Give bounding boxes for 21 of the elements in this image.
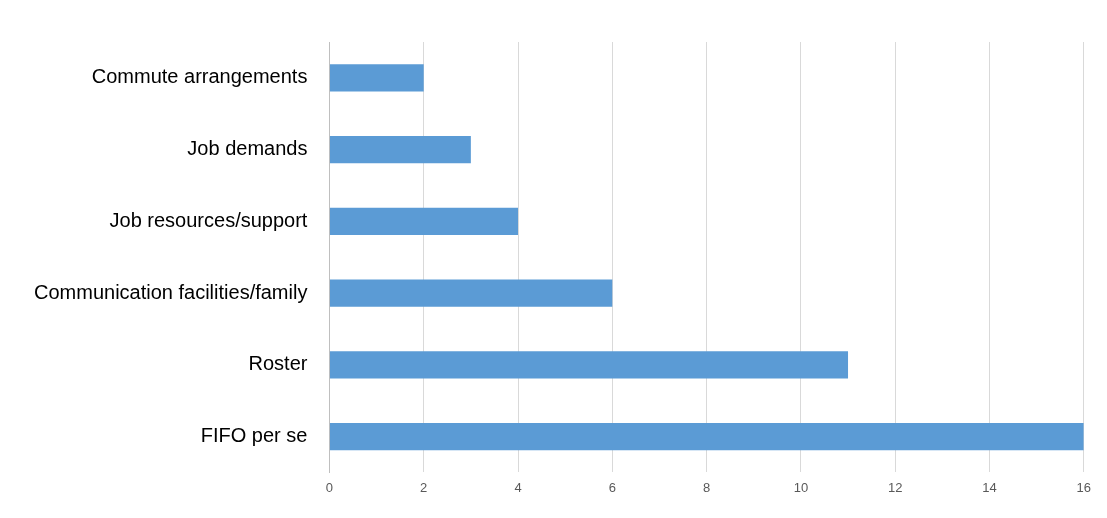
x-tick-label: 4 <box>514 479 522 495</box>
bar <box>329 207 519 235</box>
bar <box>329 351 849 379</box>
x-tick-label: 12 <box>887 479 903 495</box>
x-tick-label: 6 <box>608 479 616 495</box>
x-tick-label: 16 <box>1076 479 1091 495</box>
y-tick-label: Commute arrangements <box>91 65 308 88</box>
y-tick-label: Job demands <box>187 137 308 160</box>
y-tick-label: FIFO per se <box>200 424 308 447</box>
x-tick-label: 10 <box>793 479 809 495</box>
y-tick-label: Roster <box>248 352 308 375</box>
bar <box>329 422 1084 451</box>
bar <box>329 64 424 92</box>
y-tick-label: Communication facilities/family <box>34 280 308 303</box>
x-tick-label: 8 <box>702 479 711 495</box>
y-tick-label: Job resources/support <box>109 208 308 231</box>
x-tick-label: 2 <box>420 479 428 495</box>
x-tick-label: 0 <box>325 479 334 495</box>
bar <box>329 135 471 164</box>
x-tick-label: 14 <box>982 479 997 495</box>
bar <box>329 279 613 307</box>
